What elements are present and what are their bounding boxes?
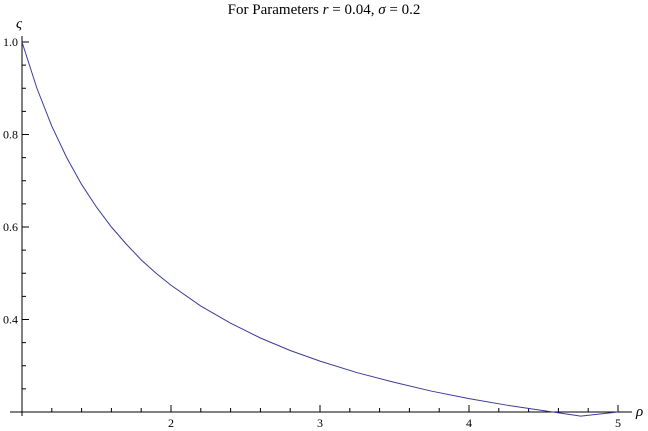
title-prefix: For Parameters xyxy=(228,2,323,18)
title-sigma-symbol: σ xyxy=(378,2,386,18)
y-tick-label: 0.4 xyxy=(3,313,18,327)
ticks xyxy=(21,41,619,413)
y-tick-label: 1.0 xyxy=(3,35,18,49)
tick-labels: 2 3 4 5 0.4 0.6 0.8 1.0 xyxy=(3,35,621,430)
y-tick-label: 0.6 xyxy=(3,220,18,234)
series-line xyxy=(21,41,619,417)
x-tick-label: 3 xyxy=(317,416,323,430)
title-sigma-value: = 0.2 xyxy=(386,2,421,18)
title-r-symbol: r xyxy=(323,2,329,18)
y-axis-label: ς xyxy=(16,16,23,32)
title-r-value: = 0.04, xyxy=(328,2,378,18)
y-tick-label: 0.8 xyxy=(3,128,18,142)
x-tick-label: 5 xyxy=(615,416,621,430)
x-tick-label: 4 xyxy=(466,416,472,430)
chart-title: For Parameters r = 0.04, σ = 0.2 xyxy=(228,2,421,18)
axes xyxy=(10,36,632,416)
x-tick-label: 2 xyxy=(168,416,174,430)
x-axis-label: ρ xyxy=(635,404,643,420)
